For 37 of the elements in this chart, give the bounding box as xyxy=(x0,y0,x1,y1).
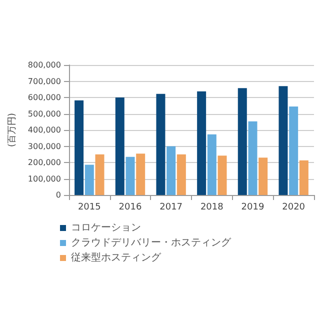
bar xyxy=(207,134,216,195)
y-tick-label: 500,000 xyxy=(28,109,61,118)
x-tick-label: 2020 xyxy=(282,202,306,212)
y-tick-label: 400,000 xyxy=(28,126,61,134)
y-tick-label: 700,000 xyxy=(28,76,61,86)
y-tick-label: 600,000 xyxy=(28,93,61,102)
bar xyxy=(166,146,176,195)
bar xyxy=(299,160,308,195)
x-tick-label: 2016 xyxy=(118,202,142,212)
y-axis-title: (百万円) xyxy=(8,112,18,148)
y-tick-label: 800,000 xyxy=(28,60,61,70)
bar xyxy=(258,158,268,195)
bar xyxy=(289,106,298,195)
bar xyxy=(115,98,124,195)
legend-label: 従来型ホスティング xyxy=(71,252,162,264)
bar xyxy=(156,94,166,195)
bar xyxy=(238,88,247,195)
bar xyxy=(84,164,94,195)
bar xyxy=(176,154,186,195)
x-tick-label: 2018 xyxy=(200,202,224,212)
legend-label: コロケーション xyxy=(71,222,141,234)
y-tick-label: 200,000 xyxy=(28,158,61,167)
legend-label: クラウドデリバリー・ホスティング xyxy=(71,238,232,248)
bar xyxy=(126,156,135,195)
x-tick-label: 2015 xyxy=(78,202,101,212)
bar xyxy=(248,121,258,195)
bar xyxy=(136,154,146,195)
bar xyxy=(74,100,84,195)
bar xyxy=(95,154,104,195)
y-tick-label: 100,000 xyxy=(28,174,61,184)
bar xyxy=(218,156,227,195)
y-tick-label: 0 xyxy=(56,190,61,200)
y-tick-label: 300,000 xyxy=(28,142,61,151)
x-tick-label: 2017 xyxy=(160,202,183,212)
bar xyxy=(278,86,288,195)
bar xyxy=(197,91,206,195)
x-tick-label: 2019 xyxy=(241,202,264,212)
